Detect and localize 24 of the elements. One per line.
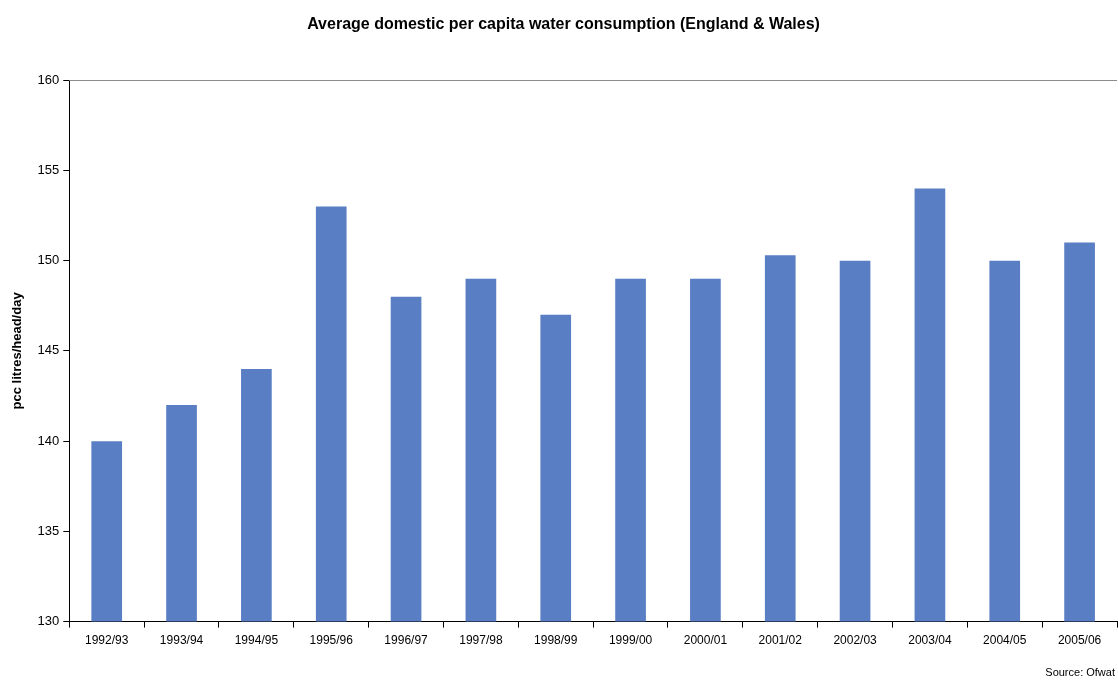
x-tick-label: 1994/95 — [234, 633, 279, 648]
x-tick-label: 1999/00 — [608, 633, 653, 648]
x-tick-label: 2002/03 — [833, 633, 878, 648]
x-tick-label: 1993/94 — [159, 633, 204, 648]
source-note: Source: Ofwat — [1045, 665, 1115, 678]
y-tick-label: 160 — [37, 71, 60, 87]
x-tick-label: 2001/02 — [758, 633, 803, 648]
y-tick-label: 135 — [37, 522, 60, 538]
x-tick-label: 1997/98 — [459, 633, 503, 648]
x-tick-label: 2005/06 — [1057, 633, 1102, 648]
x-tick-label: 1995/96 — [309, 633, 354, 648]
y-tick-label: 130 — [37, 613, 60, 629]
y-axis-title: pcc litres/head/day — [9, 291, 25, 410]
x-tick-label: 1998/99 — [534, 633, 578, 648]
chart-title: Average domestic per capita water consumption (England & Wales) — [307, 15, 820, 33]
x-tick-label: 2004/05 — [983, 633, 1027, 648]
y-tick-label: 140 — [37, 432, 60, 448]
y-tick-label: 155 — [37, 162, 60, 178]
x-tick-label: 1992/93 — [85, 633, 129, 648]
y-tick-label: 150 — [37, 252, 60, 268]
x-tick-label: 1996/97 — [384, 633, 429, 648]
x-tick-label: 2003/04 — [908, 633, 952, 648]
x-tick-label: 2000/01 — [683, 633, 728, 648]
y-tick-label: 145 — [37, 342, 60, 358]
